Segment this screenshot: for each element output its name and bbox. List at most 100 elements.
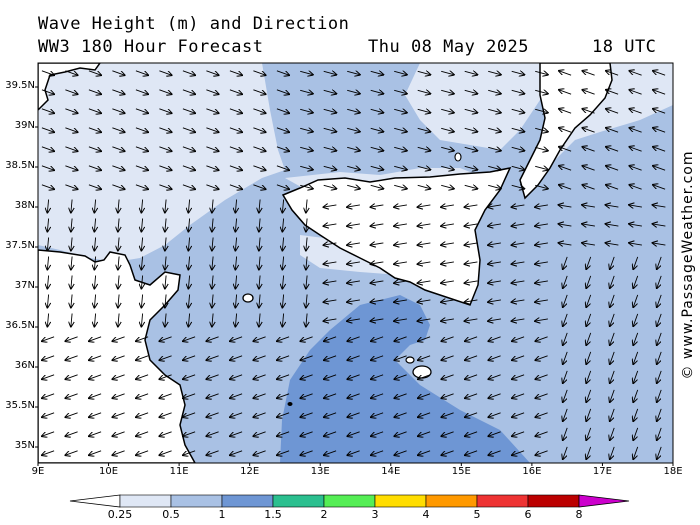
direction-arrow [94, 275, 95, 289]
colorbar-label: 3 [371, 508, 379, 521]
direction-arrow [586, 313, 592, 326]
direction-arrow [276, 165, 289, 170]
direction-arrow [610, 389, 615, 402]
direction-arrow [159, 89, 171, 94]
direction-arrow [441, 412, 454, 417]
land-gozo [405, 356, 415, 364]
lon-label: 17E [592, 466, 612, 477]
direction-arrow [88, 127, 101, 132]
direction-arrow [88, 89, 101, 94]
direction-arrow [235, 275, 236, 289]
direction-arrow [653, 71, 666, 76]
direction-arrow [629, 109, 642, 114]
direction-arrow [277, 412, 290, 417]
direction-arrow [71, 294, 72, 308]
direction-arrow [135, 108, 148, 113]
direction-arrow [230, 412, 243, 417]
direction-arrow [276, 184, 289, 189]
direction-arrow [230, 431, 243, 436]
direction-arrow [417, 90, 431, 93]
direction-arrow [371, 393, 384, 398]
direction-arrow [141, 199, 142, 213]
direction-arrow [394, 374, 407, 379]
direction-arrow [159, 355, 172, 360]
lat-label: 37.5N [5, 240, 35, 251]
direction-arrow [347, 262, 360, 264]
direction-arrow [535, 450, 548, 455]
colorbar [69, 494, 630, 508]
direction-arrow [488, 205, 501, 207]
direction-arrow [324, 431, 337, 436]
direction-arrow [582, 90, 595, 95]
direction-arrow [657, 446, 662, 459]
direction-arrow [235, 313, 236, 327]
direction-arrow [206, 393, 219, 398]
direction-arrow [112, 89, 124, 94]
direction-arrow [488, 300, 501, 302]
direction-arrow [371, 300, 384, 302]
direction-arrow [535, 166, 548, 169]
direction-arrow [42, 393, 55, 398]
direction-arrow [300, 355, 313, 360]
direction-arrow [371, 319, 384, 321]
direction-arrow [188, 237, 189, 251]
lat-label: 36N [14, 360, 35, 371]
direction-arrow [610, 408, 615, 421]
direction-arrow [259, 256, 260, 270]
direction-arrow [370, 90, 384, 93]
direction-arrow [230, 374, 243, 379]
direction-arrow [42, 450, 55, 455]
direction-arrow [42, 431, 55, 436]
direction-arrow [559, 243, 572, 245]
direction-arrow [657, 408, 662, 421]
direction-arrow [394, 90, 407, 93]
direction-arrow [465, 319, 478, 321]
direction-arrow [488, 224, 501, 226]
direction-arrow [277, 393, 290, 398]
direction-arrow [324, 281, 337, 283]
direction-arrow [464, 166, 478, 169]
direction-arrow [418, 431, 431, 436]
direction-arrow [488, 374, 501, 379]
direction-arrow [347, 147, 360, 150]
direction-arrow [629, 205, 642, 207]
direction-arrow [512, 336, 525, 341]
direction-arrow [347, 90, 360, 93]
direction-arrow [657, 256, 662, 269]
direction-arrow [112, 355, 125, 360]
direction-arrow [112, 450, 125, 455]
direction-arrow [206, 336, 219, 341]
direction-arrow [512, 262, 525, 264]
direction-arrow [511, 166, 525, 169]
direction-arrow [441, 336, 454, 341]
direction-arrow [159, 146, 171, 151]
direction-arrow [488, 147, 501, 150]
direction-arrow [324, 336, 337, 341]
direction-arrow [512, 281, 525, 283]
direction-arrow [135, 70, 148, 75]
direction-arrow [371, 205, 384, 207]
map-frame [37, 62, 674, 464]
direction-arrow [182, 89, 195, 94]
direction-arrow [112, 374, 125, 379]
direction-arrow [235, 199, 236, 213]
lon-label: 14E [381, 466, 401, 477]
lon-label: 15E [451, 466, 471, 477]
direction-arrow [586, 389, 592, 402]
direction-arrow [586, 427, 592, 440]
direction-arrow [347, 185, 360, 188]
colorbar-label: 6 [524, 508, 532, 521]
colorbar-segment [425, 494, 478, 508]
direction-arrow [41, 184, 54, 189]
direction-arrow [88, 184, 101, 189]
forecast-date: Thu 08 May 2025 [368, 37, 530, 57]
direction-arrow [418, 412, 431, 417]
direction-arrow [464, 71, 478, 74]
direction-arrow [165, 294, 166, 308]
direction-arrow [371, 412, 384, 417]
direction-arrow [563, 427, 568, 440]
direction-arrow [606, 90, 619, 95]
direction-arrow [511, 147, 525, 150]
colorbar-segment [221, 494, 274, 508]
direction-arrow [165, 256, 166, 270]
